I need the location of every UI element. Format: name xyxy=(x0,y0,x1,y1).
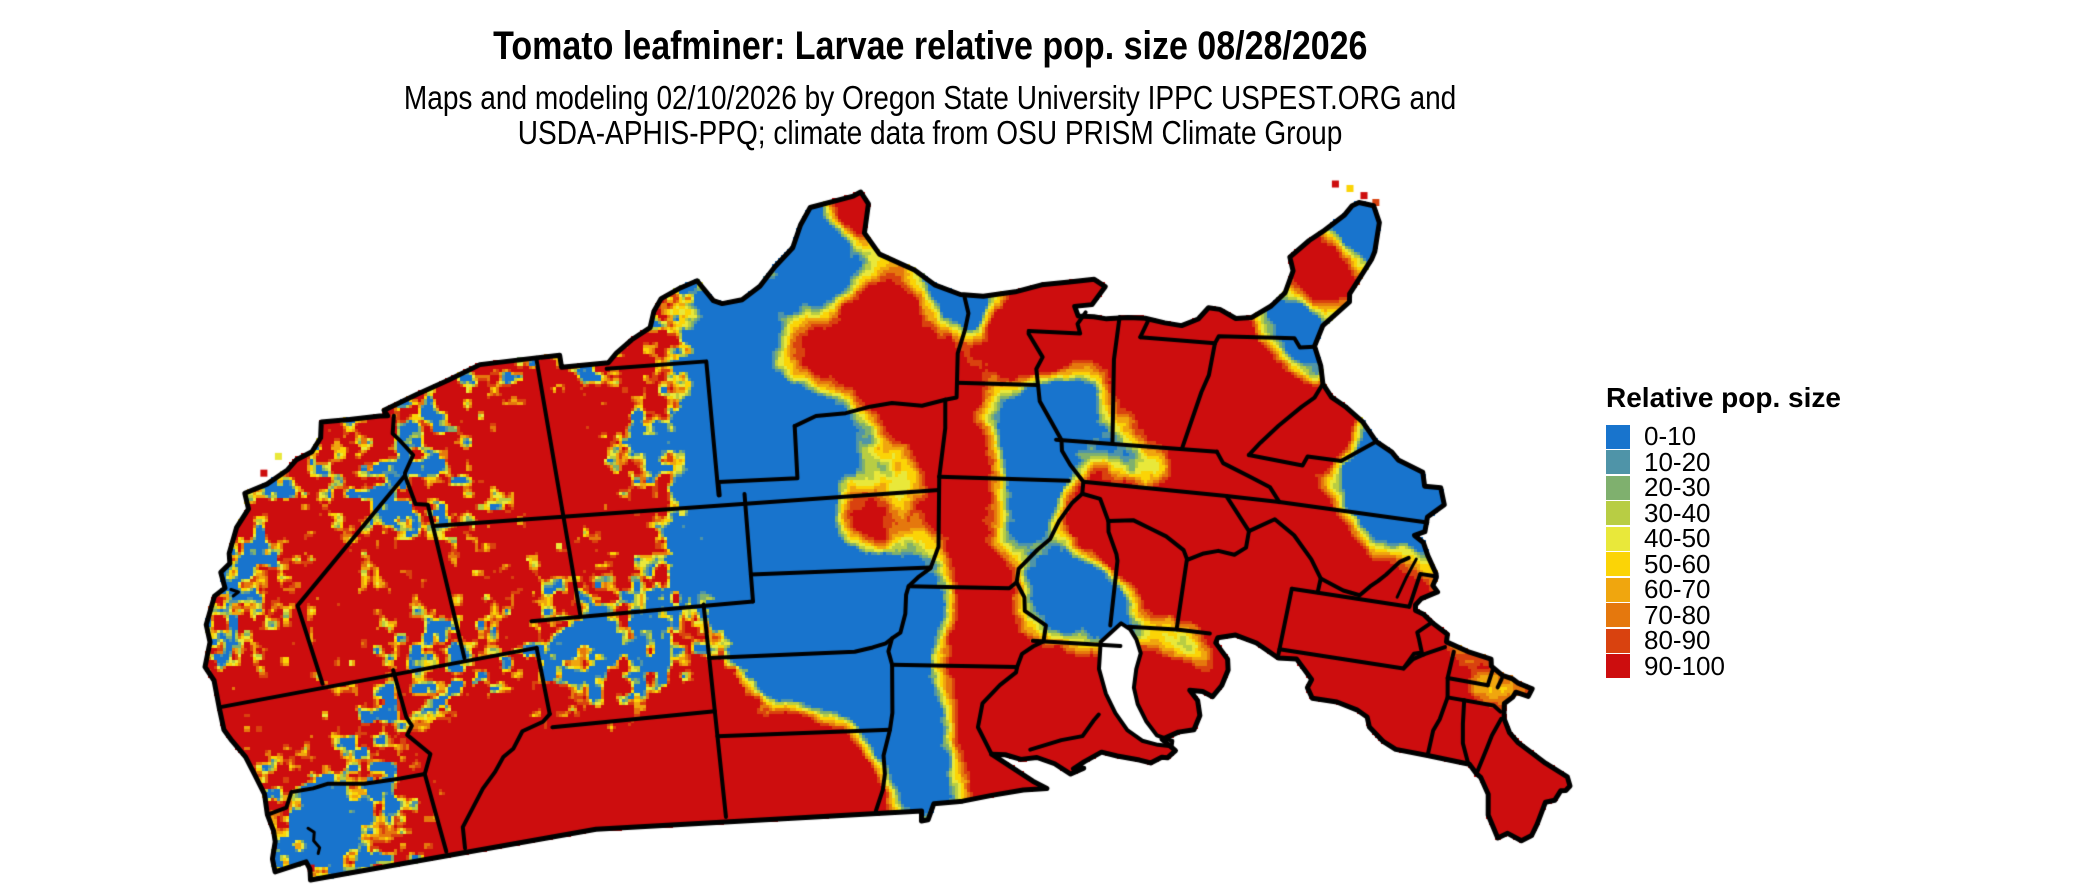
legend-title: Relative pop. size xyxy=(1606,382,1841,413)
legend-item: 40-50 xyxy=(1606,523,1841,554)
legend-label: 40-50 xyxy=(1644,523,1711,554)
legend-swatch xyxy=(1606,552,1630,577)
legend-label: 20-30 xyxy=(1644,472,1711,503)
legend-label: 30-40 xyxy=(1644,497,1711,528)
legend-swatch xyxy=(1606,450,1630,475)
legend-item: 30-40 xyxy=(1606,497,1841,528)
legend-item: 60-70 xyxy=(1606,574,1841,605)
legend-swatch xyxy=(1606,424,1630,449)
legend-item: 50-60 xyxy=(1606,548,1841,579)
legend-swatch xyxy=(1606,526,1630,551)
subtitle-line-1: Maps and modeling 02/10/2026 by Oregon S… xyxy=(403,79,1457,116)
legend-item: 20-30 xyxy=(1606,472,1841,503)
legend: Relative pop. size 0-10 10-20 20-30 30-40 40… xyxy=(1606,382,1841,679)
legend-label: 60-70 xyxy=(1644,574,1711,605)
legend-item: 10-20 xyxy=(1606,446,1841,477)
header: Tomato leafminer: Larvae relative pop. s… xyxy=(0,0,1860,68)
legend-label: 80-90 xyxy=(1644,625,1711,656)
legend-swatch xyxy=(1606,654,1630,679)
legend-swatch xyxy=(1606,628,1630,653)
legend-swatch xyxy=(1606,577,1630,602)
page-title: Tomato leafminer: Larvae relative pop. s… xyxy=(492,24,1368,68)
legend-item: 80-90 xyxy=(1606,625,1841,656)
legend-label: 70-80 xyxy=(1644,599,1711,630)
legend-swatch xyxy=(1606,501,1630,526)
legend-item: 0-10 xyxy=(1606,421,1841,452)
legend-item: 70-80 xyxy=(1606,599,1841,630)
subtitle-line-2: USDA-APHIS-PPQ; climate data from OSU PR… xyxy=(517,114,1343,151)
legend-swatch xyxy=(1606,475,1630,500)
legend-item: 90-100 xyxy=(1606,650,1841,681)
legend-label: 0-10 xyxy=(1644,421,1697,452)
legend-label: 50-60 xyxy=(1644,548,1711,579)
legend-label: 10-20 xyxy=(1644,446,1711,477)
legend-label: 90-100 xyxy=(1644,650,1725,681)
legend-swatch xyxy=(1606,603,1630,628)
legend-items: 0-10 10-20 20-30 30-40 40-50 50-60 60-70 70-80 8… xyxy=(1606,421,1841,681)
